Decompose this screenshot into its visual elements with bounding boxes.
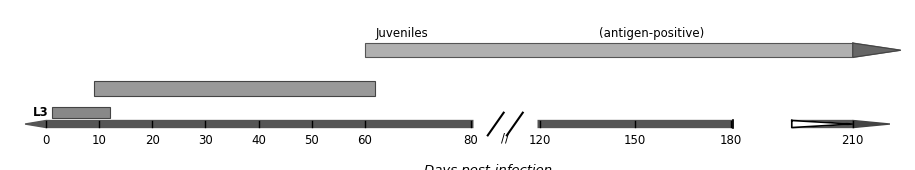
Text: 40: 40 (251, 134, 266, 147)
Text: 0: 0 (43, 134, 50, 147)
Text: L4: L4 (199, 82, 212, 95)
Text: 50: 50 (304, 134, 319, 147)
Bar (365, 43, 853, 57)
Text: 210: 210 (842, 134, 864, 147)
Text: 20: 20 (145, 134, 160, 147)
Text: //: // (501, 131, 510, 144)
Text: Days post-infection: Days post-infection (424, 164, 552, 170)
Text: 80: 80 (463, 134, 479, 147)
Text: 120: 120 (529, 134, 551, 147)
Polygon shape (853, 43, 900, 57)
Text: 30: 30 (198, 134, 213, 147)
Polygon shape (853, 121, 890, 128)
Polygon shape (791, 121, 853, 128)
Text: (antigen-positive): (antigen-positive) (598, 27, 704, 40)
Text: Juveniles: Juveniles (375, 27, 428, 40)
Polygon shape (25, 121, 47, 128)
Bar (51, 107, 110, 118)
Text: 10: 10 (92, 134, 107, 147)
Text: 60: 60 (357, 134, 372, 147)
Bar (94, 81, 375, 96)
Text: L3: L3 (33, 106, 48, 119)
Text: 180: 180 (719, 134, 742, 147)
Text: 150: 150 (624, 134, 646, 147)
